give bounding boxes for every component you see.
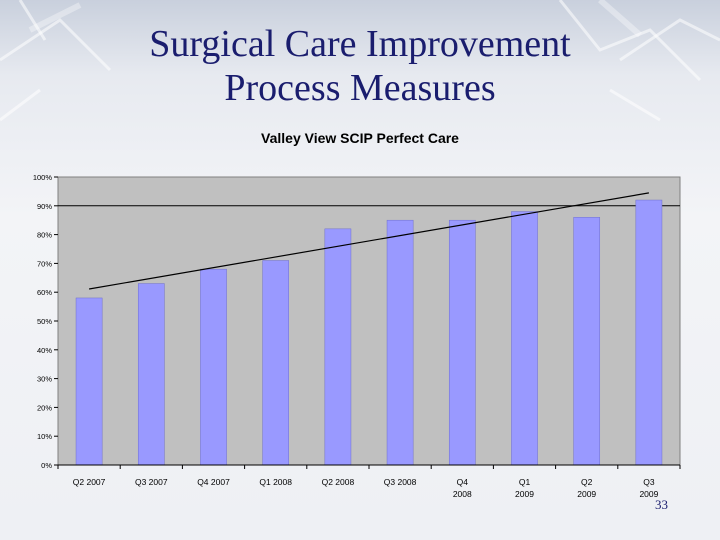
y-tick-label: 30% (37, 375, 52, 384)
bar (200, 268, 227, 466)
bar (75, 297, 103, 466)
x-tick-label-line: Q1 (519, 477, 531, 487)
y-tick-label: 0% (41, 461, 52, 470)
y-tick-label: 50% (37, 317, 52, 326)
x-tick-label: Q3 2007 (135, 477, 168, 487)
y-tick-label: 80% (37, 231, 52, 240)
x-tick-label: Q4 2007 (197, 477, 230, 487)
x-tick-label-line: Q3 2007 (135, 477, 168, 487)
x-tick-label-line: 2008 (453, 489, 472, 499)
x-tick-label: Q2 2008 (322, 477, 355, 487)
x-tick-label: Q1 2008 (259, 477, 292, 487)
bar (511, 211, 538, 466)
bar (573, 217, 601, 466)
slide-title-line-1: Surgical Care Improvement (149, 23, 571, 65)
x-tick-label: Q2 2009 (577, 477, 596, 499)
x-tick-label: Q3 2009 (639, 477, 658, 499)
bar (262, 260, 290, 466)
y-tick-label: 100% (33, 173, 53, 182)
x-tick-label-line: Q2 (581, 477, 593, 487)
x-tick-label-line: Q4 2007 (197, 477, 230, 487)
x-tick-label-line: Q1 2008 (259, 477, 292, 487)
bar (324, 228, 352, 466)
y-tick-label: 70% (37, 259, 52, 268)
y-tick-label: 10% (37, 432, 52, 441)
slide-title-line-2: Process Measures (224, 67, 496, 109)
x-tick-label-line: Q3 (643, 477, 655, 487)
y-tick-label: 20% (37, 403, 52, 412)
x-tick-label-line: Q3 2008 (384, 477, 417, 487)
x-tick-label-line: 2009 (577, 489, 596, 499)
page-number: 33 (655, 497, 668, 512)
bar (635, 199, 663, 466)
x-tick-label: Q1 2009 (515, 477, 534, 499)
slide-title: Surgical Care Improvement Process Measur… (60, 22, 660, 110)
y-tick-label: 40% (37, 346, 52, 355)
x-tick-label: Q4 2008 (453, 477, 472, 499)
bar (386, 219, 414, 466)
chart-title: Valley View SCIP Perfect Care (261, 130, 459, 146)
x-tick-label-line: 2009 (515, 489, 534, 499)
x-tick-label: Q2 2007 (73, 477, 106, 487)
x-tick-label: Q3 2008 (384, 477, 417, 487)
x-tick-label-line: Q4 (457, 477, 469, 487)
y-tick-label: 60% (37, 288, 52, 297)
bar (137, 283, 165, 466)
y-tick-label: 90% (37, 202, 52, 211)
x-tick-label-line: Q2 2007 (73, 477, 106, 487)
x-tick-label-line: 2009 (639, 489, 658, 499)
trendline (88, 192, 650, 290)
x-tick-label-line: Q2 2008 (322, 477, 355, 487)
bar (448, 219, 476, 466)
